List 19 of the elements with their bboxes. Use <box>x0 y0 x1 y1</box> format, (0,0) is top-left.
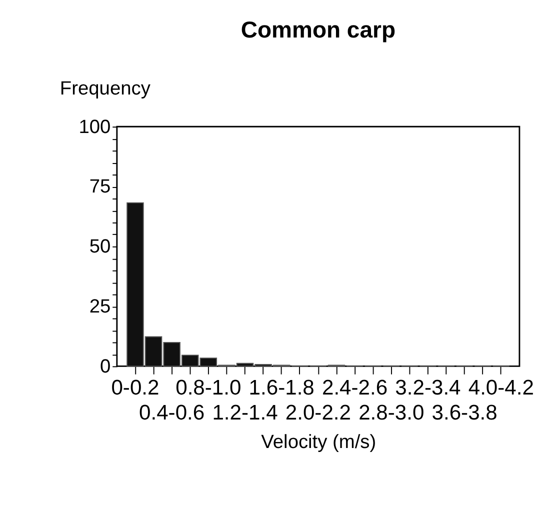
chart-title: Common carp <box>240 16 396 42</box>
y-axis-title: Frequency <box>60 78 151 100</box>
x-tick-label: 0.8-1.0 <box>176 376 242 400</box>
x-tick-label: 0.4-0.6 <box>139 401 205 424</box>
x-tick-label: 1.2-1.4 <box>212 401 278 424</box>
y-tick-label: 50 <box>89 236 111 258</box>
x-tick-label: 3.6-3.8 <box>432 401 498 424</box>
x-tick-label: 2.0-2.2 <box>285 401 352 424</box>
x-axis-title: Velocity (m/s) <box>261 432 376 454</box>
y-tick-label: 25 <box>89 296 111 318</box>
y-tick-label: 100 <box>78 116 111 138</box>
x-tick-label: 2.8-3.0 <box>358 401 424 424</box>
x-tick-label: 0-0.2 <box>111 376 160 400</box>
x-tick-label: 3.2-3.4 <box>395 376 462 400</box>
x-tick-label: 4.0-4.2 <box>468 376 534 400</box>
y-tick-label: 75 <box>89 176 111 198</box>
x-tick-label: 1.6-1.8 <box>248 376 314 400</box>
y-tick-label: 0 <box>100 356 111 378</box>
x-tick-label: 2.4-2.6 <box>322 376 388 400</box>
